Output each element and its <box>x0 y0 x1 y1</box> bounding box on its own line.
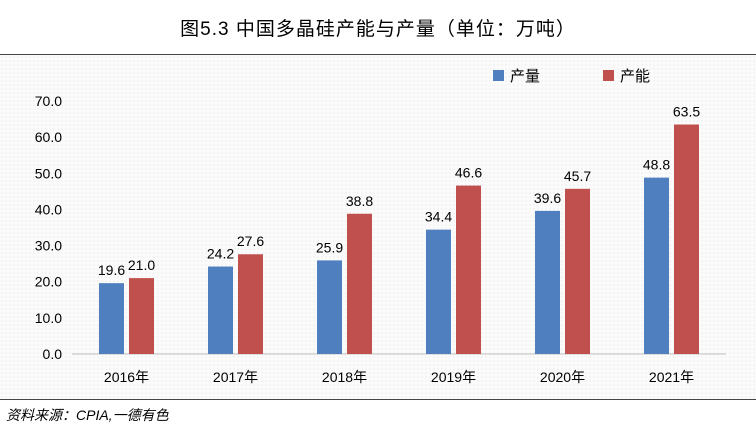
bar-production <box>535 210 560 354</box>
y-tick-label: 40.0 <box>35 201 62 217</box>
x-tick-label: 2020年 <box>540 369 585 385</box>
data-label: 19.6 <box>98 262 125 278</box>
data-label: 24.2 <box>207 246 234 262</box>
data-label: 21.0 <box>128 257 155 273</box>
legend-label: 产能 <box>620 68 650 85</box>
bar-capacity <box>565 188 590 354</box>
legend-label: 产量 <box>510 68 540 85</box>
bar-production <box>317 260 342 354</box>
legend-swatch <box>603 70 614 81</box>
bar-capacity <box>456 185 481 354</box>
x-tick-label: 2017年 <box>213 369 258 385</box>
data-label: 39.6 <box>534 190 561 206</box>
footer-divider <box>0 399 756 400</box>
data-label: 25.9 <box>316 239 343 255</box>
bar-chart: 0.0 10.0 20.0 30.0 40.0 50.0 60.0 70.0 19.6 21.0 2… <box>35 68 726 385</box>
data-label: 38.8 <box>346 193 373 209</box>
y-tick-label: 30.0 <box>35 238 62 254</box>
data-label: 27.6 <box>237 233 264 249</box>
bar-production <box>426 229 451 354</box>
bar-capacity <box>347 213 372 354</box>
bar-capacity <box>674 124 699 354</box>
chart-background <box>0 55 756 399</box>
bar-production <box>644 177 669 354</box>
data-label: 48.8 <box>643 157 670 173</box>
bar-production <box>99 283 124 354</box>
data-label: 46.6 <box>455 165 482 181</box>
legend-swatch <box>493 70 504 81</box>
source-note: 资料来源：CPIA,一德有色 <box>6 407 169 423</box>
data-label: 45.7 <box>564 168 591 184</box>
y-tick-label: 0.0 <box>43 346 63 362</box>
bar-capacity <box>129 278 154 354</box>
y-tick-label: 10.0 <box>35 310 62 326</box>
x-tick-label: 2021年 <box>649 369 694 385</box>
title-divider <box>0 54 756 55</box>
x-tick-label: 2018年 <box>322 369 367 385</box>
y-tick-label: 60.0 <box>35 129 62 145</box>
bar-capacity <box>238 254 263 354</box>
data-label: 63.5 <box>673 103 700 119</box>
bar-production <box>208 266 233 354</box>
y-tick-label: 20.0 <box>35 274 62 290</box>
y-tick-label: 70.0 <box>35 93 62 109</box>
data-label: 34.4 <box>425 209 452 225</box>
x-tick-label: 2019年 <box>431 369 476 385</box>
x-tick-label: 2016年 <box>104 369 149 385</box>
y-tick-label: 50.0 <box>35 165 62 181</box>
chart-title: 图5.3 中国多晶硅产能与产量（单位：万吨） <box>180 18 576 40</box>
